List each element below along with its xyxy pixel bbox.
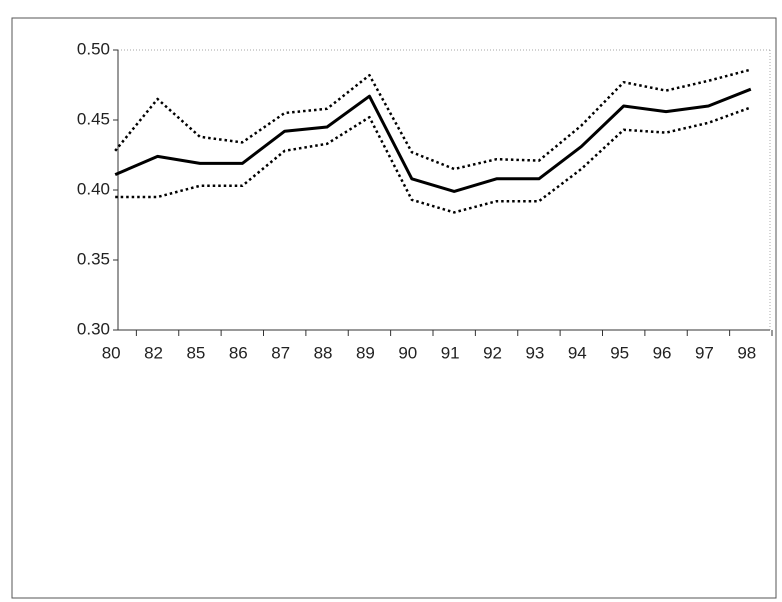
x-tick-label: 92 <box>483 343 502 362</box>
y-tick-label: 0.45 <box>77 109 110 128</box>
x-tick-label: 96 <box>653 343 672 362</box>
y-tick-label: 0.40 <box>77 179 110 198</box>
line-series <box>115 106 752 214</box>
x-tick-label: 90 <box>398 343 417 362</box>
x-tick-label: 80 <box>102 343 121 362</box>
line-series <box>114 87 752 193</box>
x-tick-label: 82 <box>144 343 163 362</box>
x-tick-label: 95 <box>610 343 629 362</box>
y-tick-label: 0.50 <box>77 39 110 58</box>
x-tick-label: 97 <box>695 343 714 362</box>
x-tick-label: 87 <box>271 343 290 362</box>
x-tick-label: 91 <box>441 343 460 362</box>
x-tick-label: 94 <box>568 343 587 362</box>
x-tick-label: 89 <box>356 343 375 362</box>
x-tick-label: 93 <box>525 343 544 362</box>
frame <box>11 17 777 599</box>
y-tick-label: 0.35 <box>77 249 110 268</box>
x-tick-label: 86 <box>229 343 248 362</box>
x-tick-label: 98 <box>737 343 756 362</box>
y-tick-label: 0.30 <box>77 319 110 338</box>
x-tick-label: 88 <box>314 343 333 362</box>
x-tick-label: 85 <box>186 343 205 362</box>
line-series <box>114 68 752 171</box>
